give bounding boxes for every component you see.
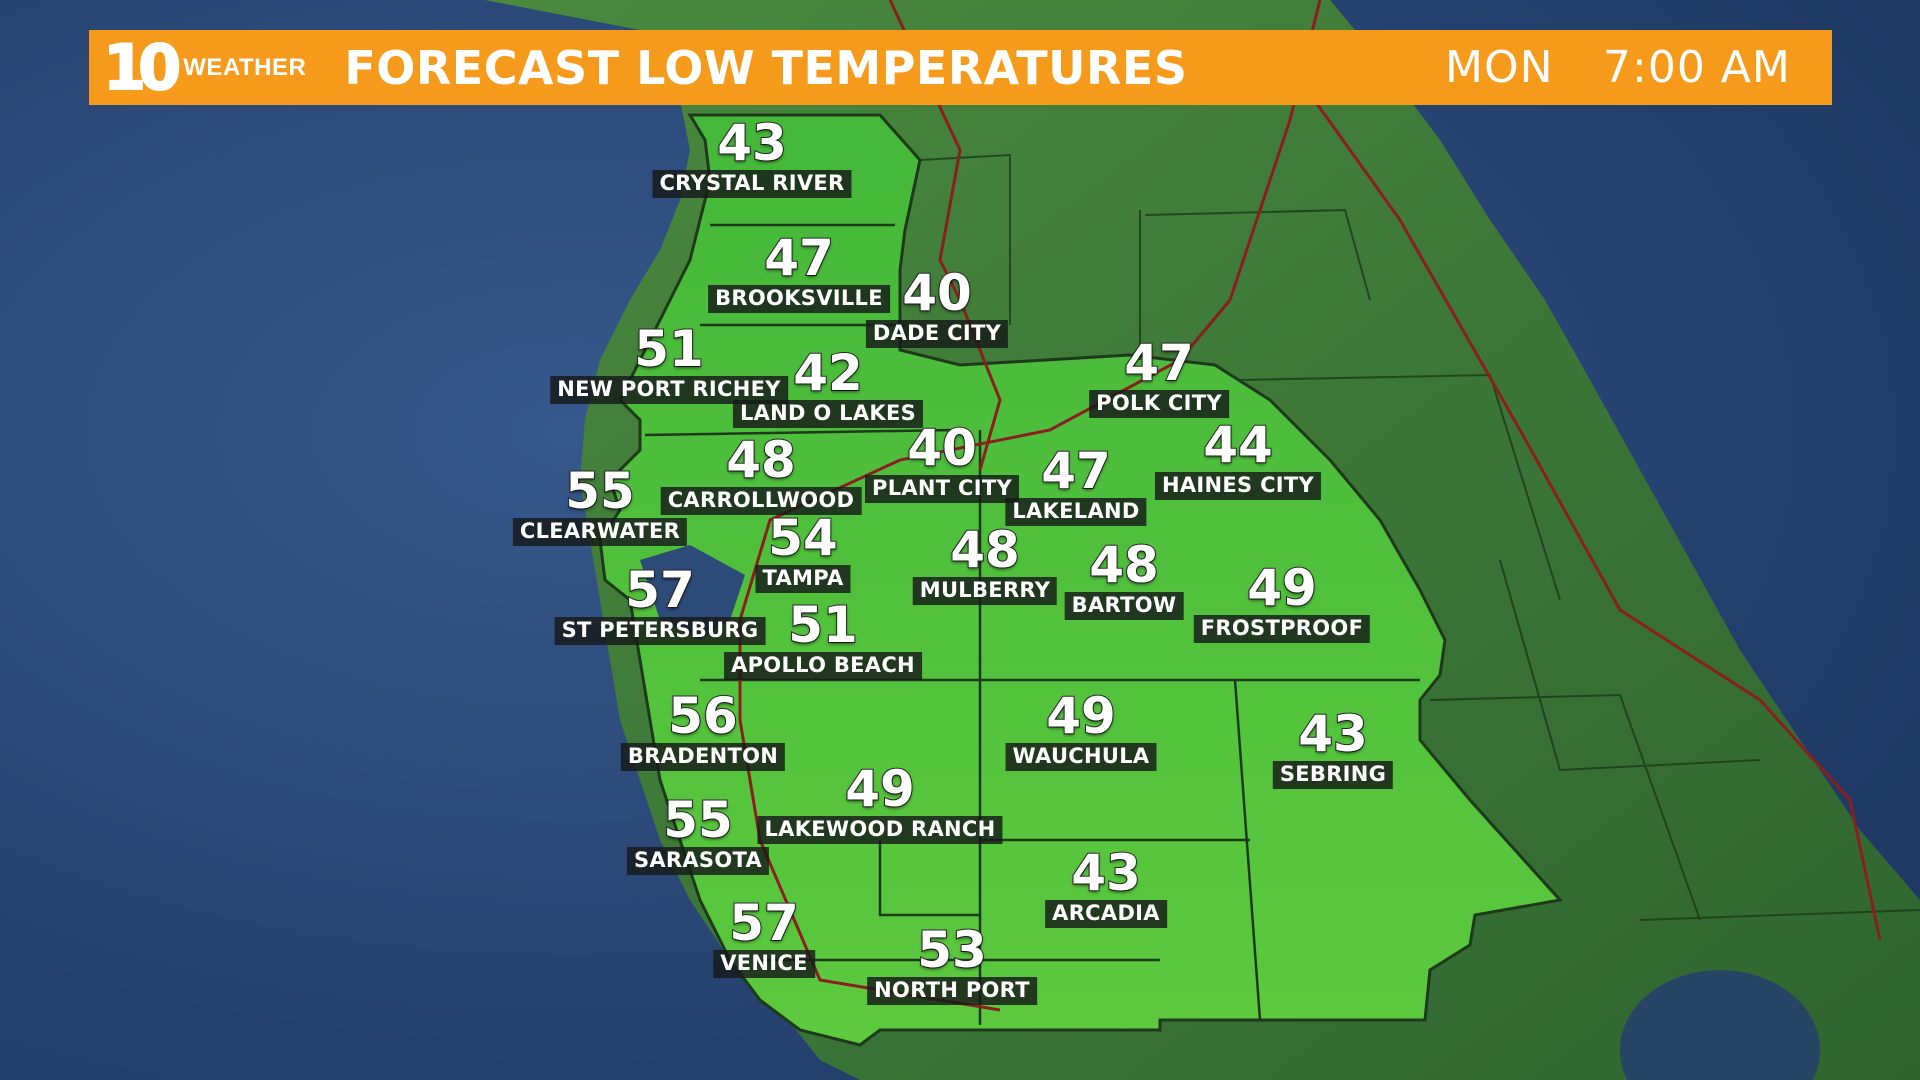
tampa-bay — [640, 545, 745, 640]
page-title: FORECAST LOW TEMPERATURES — [344, 40, 1188, 95]
logo-word: WEATHER — [183, 53, 307, 81]
forecast-region — [598, 113, 1563, 1047]
title-banner: 10 WEATHER FORECAST LOW TEMPERATURES MON… — [89, 30, 1832, 105]
forecast-time: 7:00 AM — [1603, 42, 1791, 93]
logo-number: 10 — [102, 30, 182, 104]
forecast-day: MON — [1445, 42, 1554, 93]
station-logo: 10 WEATHER — [102, 30, 307, 104]
outer-county-lines — [919, 153, 1920, 921]
county-lines — [644, 223, 1420, 1025]
lake-okeechobee — [1620, 970, 1820, 1080]
